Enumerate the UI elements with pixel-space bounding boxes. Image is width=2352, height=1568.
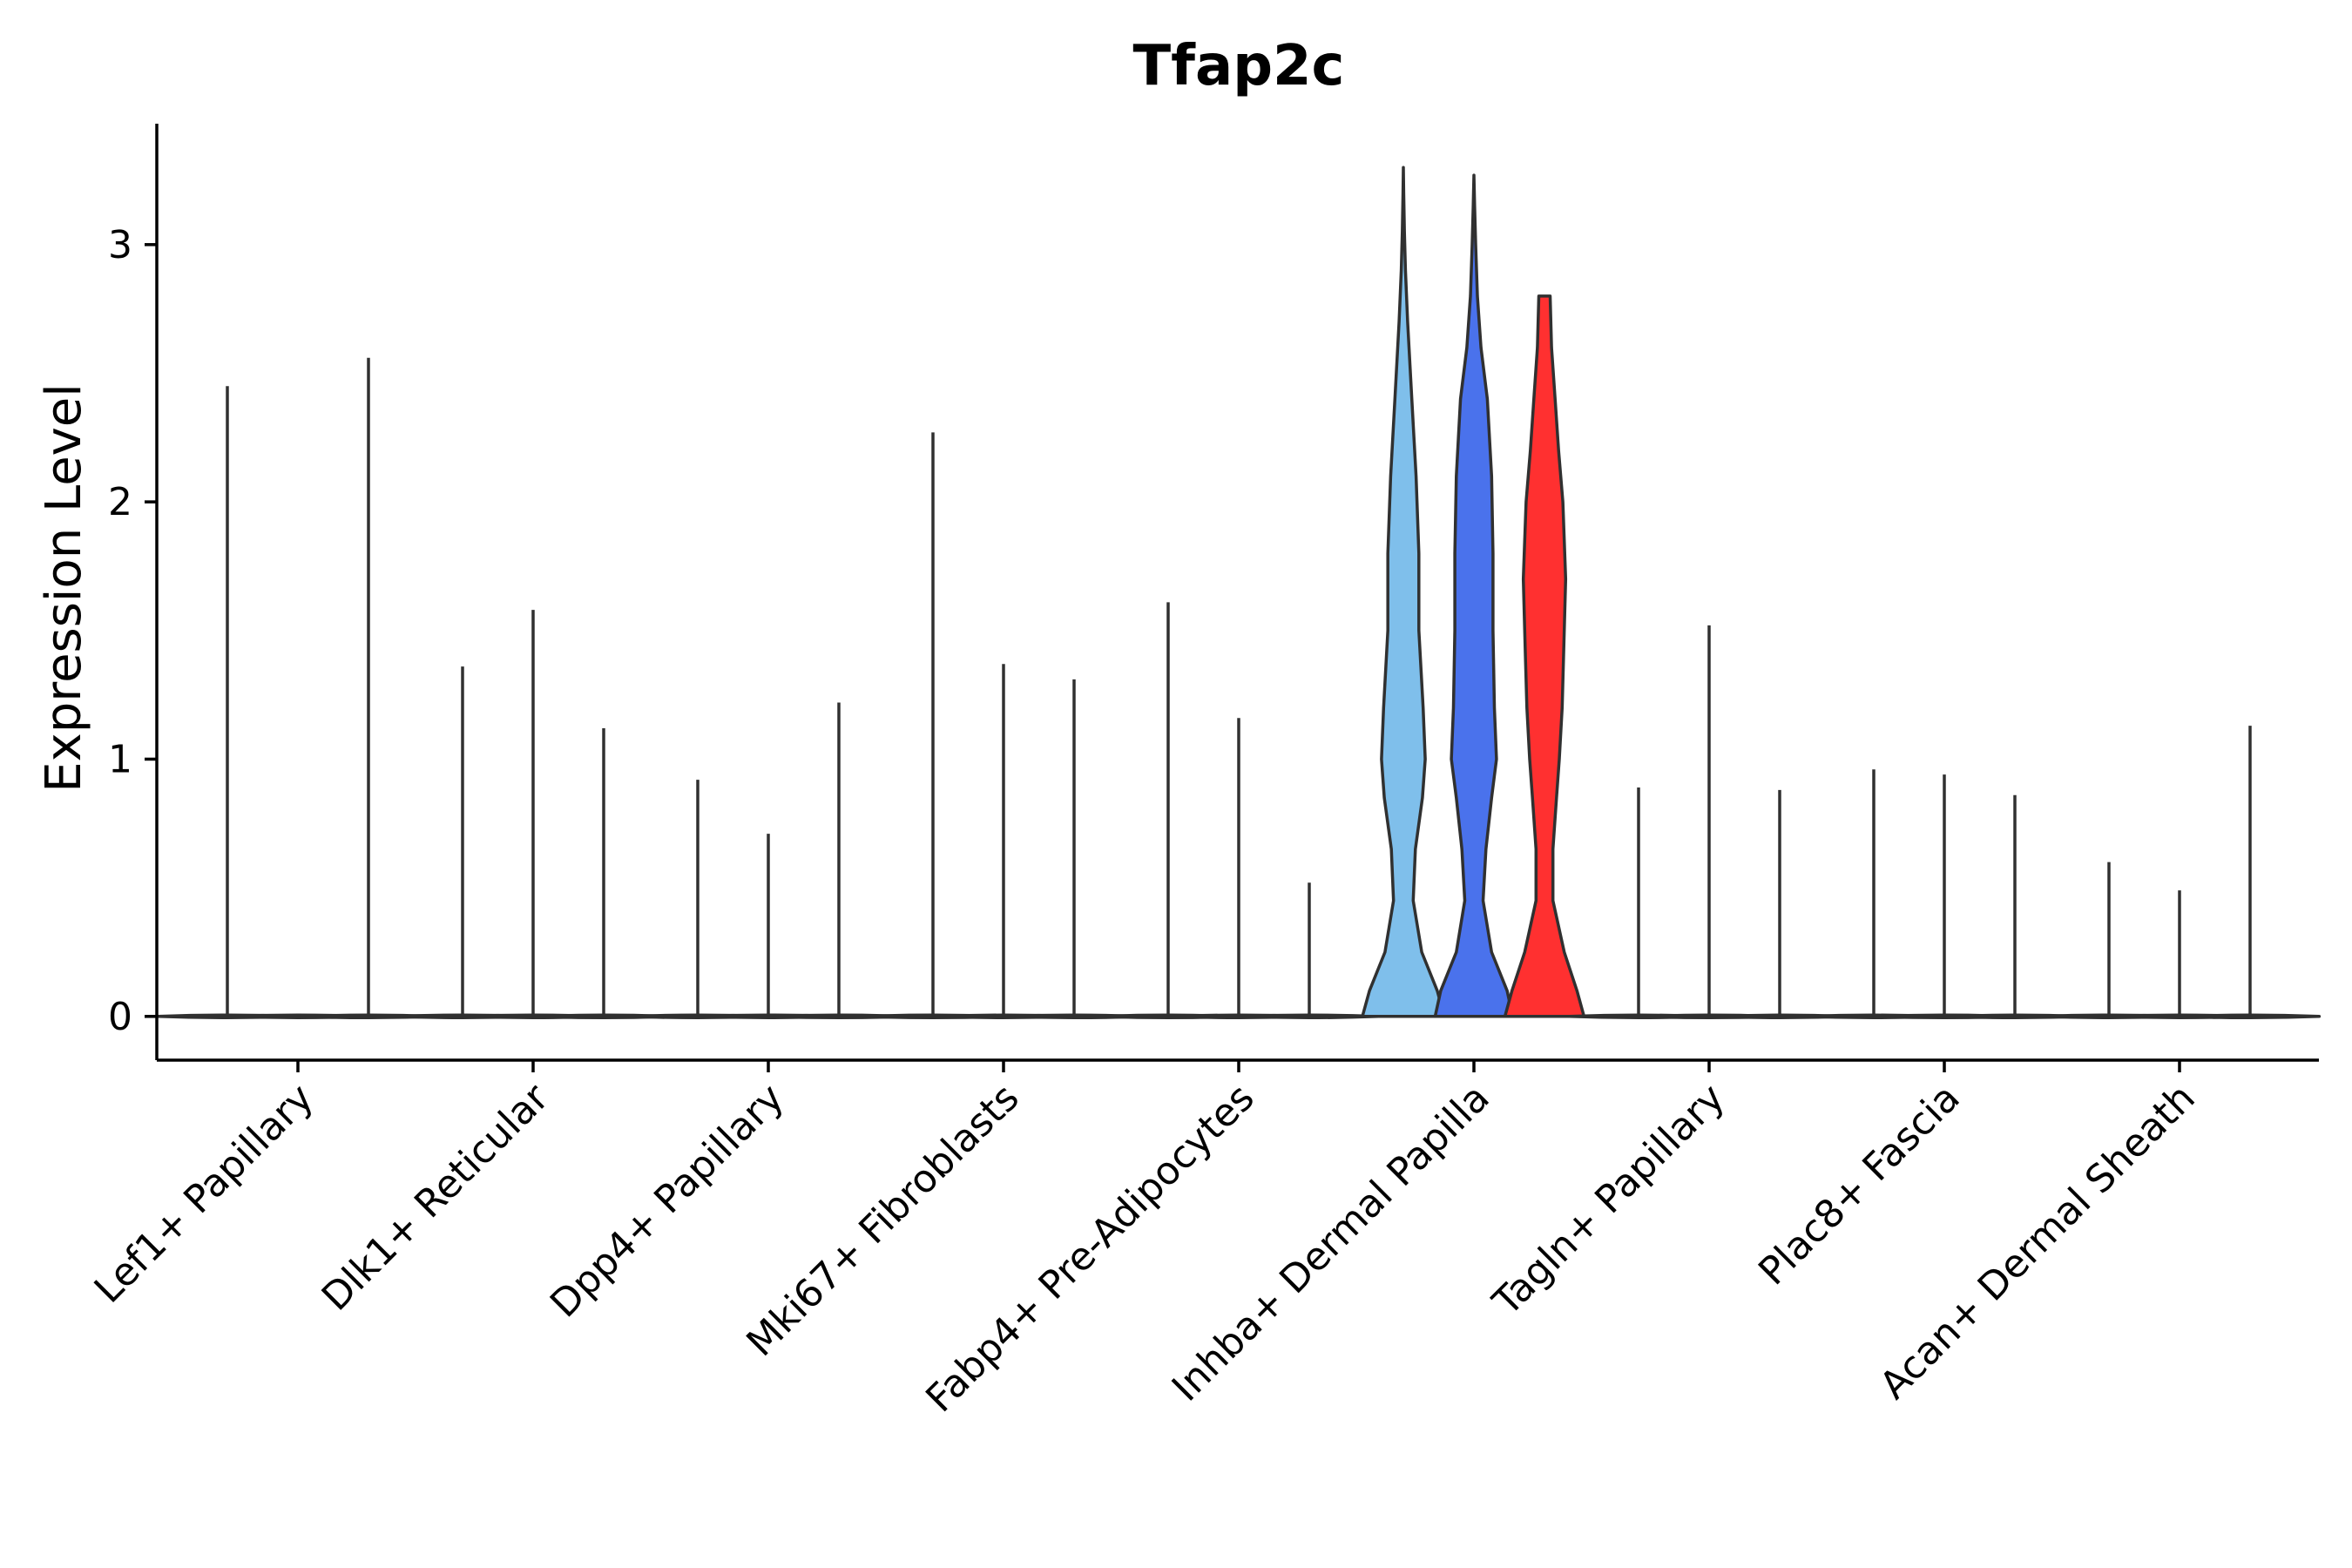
violin-layer — [156, 166, 2322, 1020]
x-tick-label: Dlk1+ Reticular — [314, 1075, 558, 1320]
x-tick-label: Dpp4+ Papillary — [542, 1076, 793, 1327]
y-axis-ticks: 0 1 2 3 — [108, 223, 157, 1039]
violin-6-3 — [1503, 294, 1586, 1018]
x-tick-label: Tagln+ Papillary — [1484, 1076, 1734, 1325]
violin-6-1 — [1361, 166, 1446, 1018]
y-tick-label: 2 — [108, 480, 132, 524]
y-axis-title: Expression Level — [36, 383, 92, 793]
y-tick-label: 0 — [108, 995, 132, 1039]
violin-6-2 — [1433, 173, 1515, 1018]
y-tick-label: 1 — [108, 737, 132, 781]
x-tick-label: Lef1+ Papillary — [86, 1076, 322, 1312]
chart-title: Tfap2c — [1133, 34, 1345, 98]
x-tick-label: Plac8+ Fascia — [1750, 1076, 1969, 1294]
y-tick-label: 3 — [108, 223, 132, 267]
